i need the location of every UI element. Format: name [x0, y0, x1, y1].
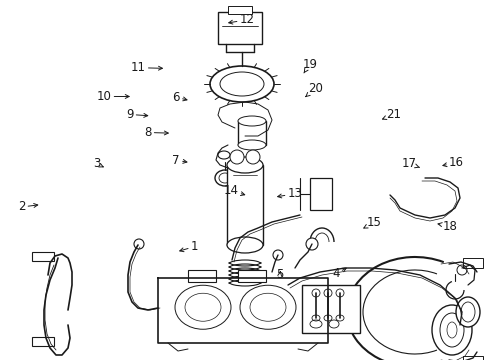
- Ellipse shape: [226, 237, 263, 253]
- Ellipse shape: [324, 289, 331, 297]
- Bar: [187, 270, 216, 282]
- Bar: [309, 178, 331, 210]
- Text: 12: 12: [228, 13, 254, 26]
- Bar: [302, 285, 359, 333]
- Text: 6: 6: [172, 91, 186, 104]
- Text: 5: 5: [276, 268, 283, 281]
- Text: 20: 20: [305, 82, 322, 97]
- Ellipse shape: [455, 297, 479, 327]
- Bar: [218, 12, 262, 44]
- Text: 9: 9: [126, 108, 147, 121]
- Ellipse shape: [215, 170, 235, 186]
- Text: 19: 19: [302, 58, 317, 73]
- Circle shape: [272, 250, 283, 260]
- Text: 8: 8: [144, 126, 168, 139]
- Ellipse shape: [324, 315, 331, 321]
- Circle shape: [305, 238, 317, 250]
- Text: 18: 18: [437, 220, 456, 233]
- Ellipse shape: [335, 289, 343, 297]
- Ellipse shape: [311, 315, 319, 321]
- Bar: [32, 252, 54, 261]
- Ellipse shape: [218, 151, 229, 159]
- Text: 15: 15: [363, 216, 381, 229]
- Ellipse shape: [238, 140, 265, 150]
- Bar: [462, 258, 482, 268]
- Text: 14: 14: [223, 184, 244, 197]
- Bar: [32, 337, 54, 346]
- Ellipse shape: [226, 157, 263, 173]
- Ellipse shape: [311, 289, 319, 297]
- Text: 2: 2: [18, 201, 38, 213]
- Text: 13: 13: [277, 187, 302, 200]
- Text: 17: 17: [401, 157, 419, 170]
- Text: 7: 7: [172, 154, 186, 167]
- Ellipse shape: [238, 116, 265, 126]
- Ellipse shape: [229, 150, 244, 164]
- Bar: [238, 121, 265, 145]
- Bar: [226, 165, 263, 245]
- Text: 16: 16: [442, 156, 463, 169]
- Text: 1: 1: [180, 240, 198, 253]
- Text: 10: 10: [97, 90, 129, 103]
- Text: 21: 21: [382, 108, 401, 121]
- Text: 11: 11: [130, 61, 162, 74]
- Ellipse shape: [209, 66, 273, 102]
- Bar: [462, 356, 482, 360]
- Bar: [238, 270, 265, 282]
- Text: 4: 4: [332, 267, 346, 280]
- Text: 3: 3: [93, 157, 103, 170]
- Bar: [227, 6, 251, 14]
- Ellipse shape: [431, 305, 471, 355]
- Ellipse shape: [335, 315, 343, 321]
- Ellipse shape: [245, 150, 260, 164]
